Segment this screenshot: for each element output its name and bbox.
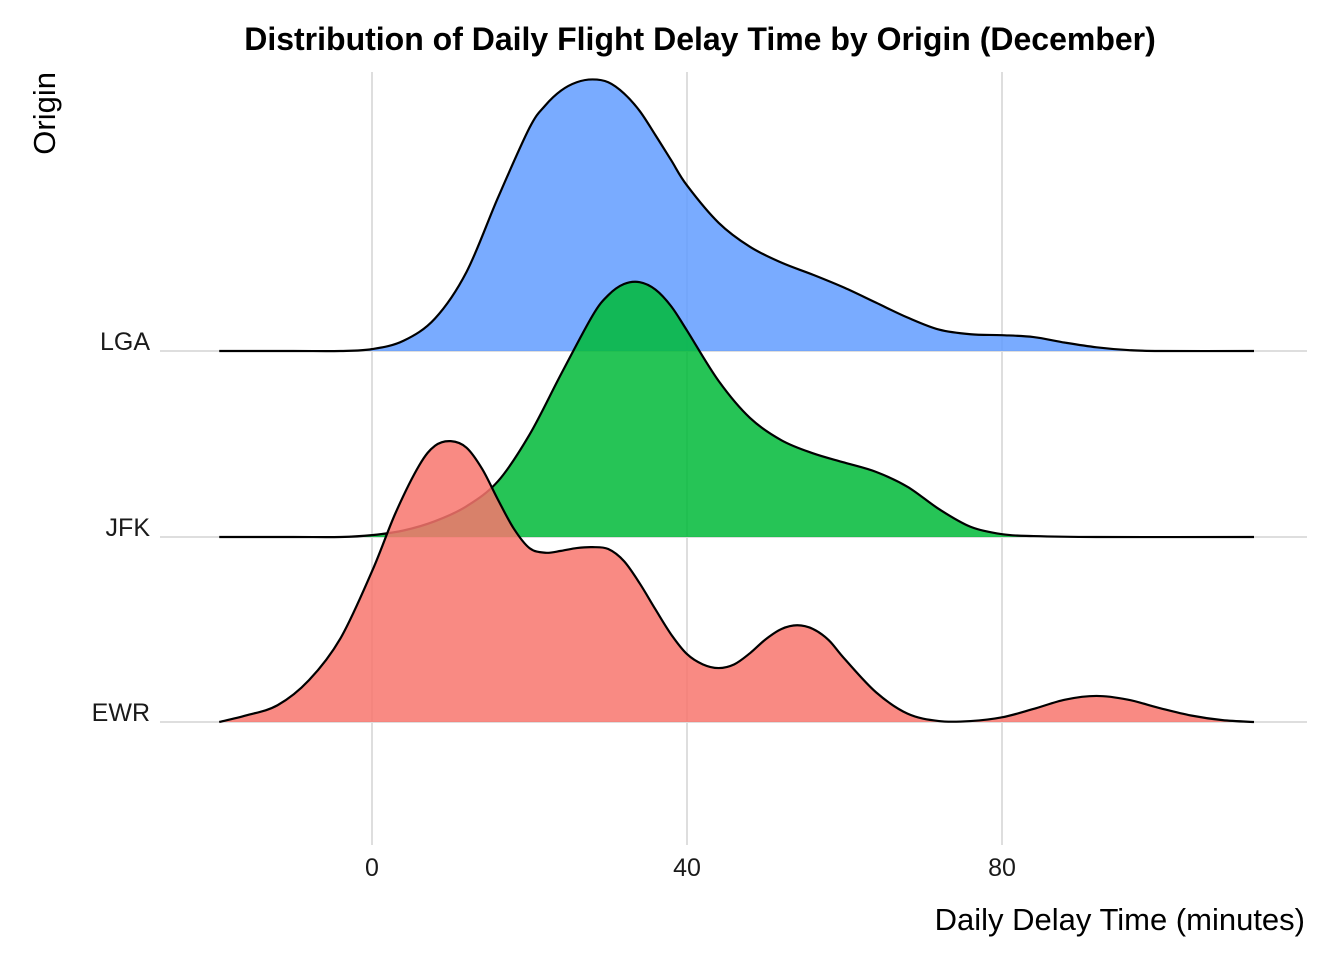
ridge-outline-lga [219, 78, 1255, 353]
tick-labels: 0 40 80 EWR JFK LGA [92, 328, 1016, 882]
ridge-lga [219, 78, 1255, 353]
y-tick-label: LGA [100, 328, 150, 356]
chart-title: Distribution of Daily Flight Delay Time … [244, 21, 1156, 57]
ridge-area-ewr [219, 441, 1255, 722]
x-tick-label: 80 [988, 854, 1016, 882]
ridge-ewr [218, 439, 1255, 724]
x-tick-label: 40 [673, 854, 701, 882]
ridge-area-lga [219, 79, 1255, 352]
x-tick-label: 0 [365, 854, 379, 882]
ridge-area-jfk [219, 281, 1255, 538]
x-axis-title: Daily Delay Time (minutes) [935, 902, 1305, 937]
ridges [218, 78, 1255, 724]
ridge-outline-ewr [218, 439, 1255, 724]
y-axis-title: Origin [27, 72, 62, 155]
y-tick-label: JFK [106, 514, 151, 542]
y-tick-label: EWR [92, 699, 150, 727]
